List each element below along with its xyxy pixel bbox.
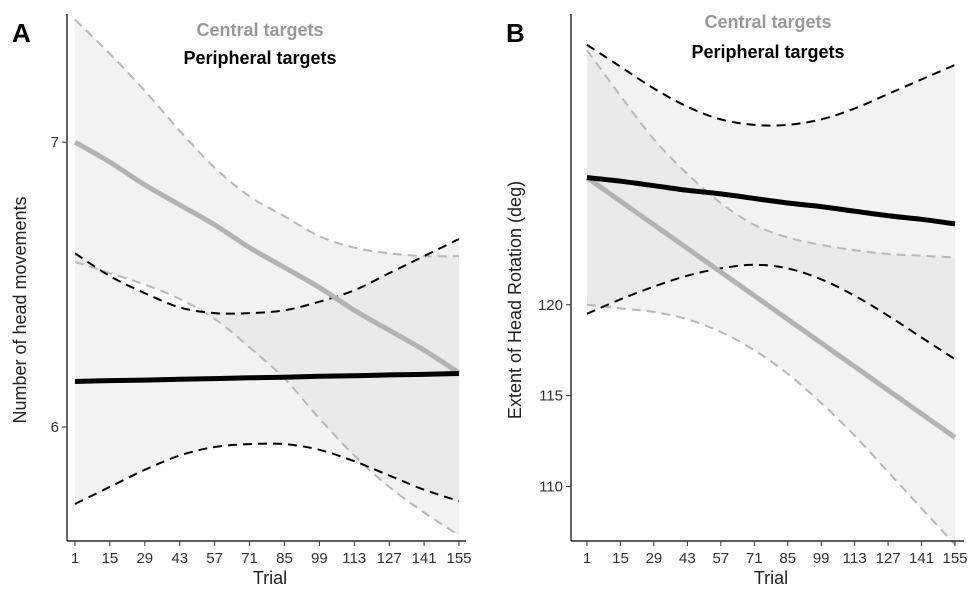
ci-lower-central-a <box>74 260 460 537</box>
x-tick-label: 141 <box>412 550 437 567</box>
ci-layer-a <box>74 18 460 537</box>
panel-label-b: B <box>506 18 525 48</box>
x-tick-label: 99 <box>813 550 830 567</box>
ci-upper-central-b <box>586 49 956 259</box>
y-tick-label: 6 <box>51 419 59 436</box>
ci-layer-b <box>586 44 956 546</box>
y-tick-label: 110 <box>539 478 563 495</box>
x-tick-label: 1 <box>71 550 79 567</box>
fit-line-peripheral-a <box>74 371 460 384</box>
ci-upper-peripheral-a <box>74 238 460 315</box>
x-tick-label: 113 <box>843 550 867 567</box>
x-tick-label: 141 <box>909 550 934 567</box>
legend-central-a: Central targets <box>196 20 323 40</box>
legend-peripheral-a: Peripheral targets <box>183 48 336 68</box>
y-tick-label: 120 <box>538 297 563 314</box>
y-tick-label: 115 <box>539 388 563 405</box>
ci-lower-central-b <box>586 303 956 546</box>
y-ticks-a: 67 <box>51 134 67 436</box>
x-tick-label: 127 <box>876 550 901 567</box>
x-tick-label: 99 <box>311 550 328 567</box>
ci-lower-peripheral-b <box>586 263 956 361</box>
x-tick-label: 127 <box>377 550 402 567</box>
x-tick-label: 155 <box>446 550 471 567</box>
x-tick-label: 113 <box>342 550 366 567</box>
x-axis-title-a: Trial <box>253 568 287 588</box>
panel-label-a: A <box>12 18 31 48</box>
panel-a: 1 15 29 43 57 71 85 99 113 127 141 155 67 A Central… <box>10 14 472 588</box>
legend-central-b: Central targets <box>704 12 831 32</box>
fit-line-central-a <box>73 140 461 375</box>
x-tick-label: 43 <box>679 550 696 567</box>
ci-upper-peripheral-b <box>586 44 956 127</box>
y-axis-title-b: Extent of Head Rotation (deg) <box>505 181 525 419</box>
y-ticks-b: 110 115 120 <box>538 297 571 495</box>
x-tick-label: 155 <box>942 550 967 567</box>
x-tick-label: 15 <box>102 550 119 567</box>
x-tick-label: 1 <box>583 550 591 567</box>
ci-ribbon-central-a <box>75 19 459 536</box>
x-tick-label: 71 <box>241 550 258 567</box>
ribbon-layer-b <box>587 44 955 545</box>
x-tick-label: 57 <box>206 550 223 567</box>
fit-line-central-b <box>585 175 957 440</box>
fit-layer-a <box>73 140 461 384</box>
x-tick-label: 29 <box>646 550 663 567</box>
x-tick-label: 15 <box>612 550 629 567</box>
ci-ribbon-central-b <box>587 50 955 545</box>
legend-peripheral-b: Peripheral targets <box>691 42 844 62</box>
x-ticks-b: 1 15 29 43 57 71 85 99 113 127 141 155 <box>583 541 968 567</box>
x-tick-label: 71 <box>746 550 763 567</box>
x-tick-label: 29 <box>136 550 153 567</box>
fit-layer-b <box>585 175 957 440</box>
ribbon-layer-a <box>75 19 459 536</box>
x-tick-label: 85 <box>779 550 796 567</box>
x-axis-title-b: Trial <box>754 568 788 588</box>
x-tick-label: 85 <box>276 550 293 567</box>
fit-line-peripheral-b <box>586 175 956 227</box>
y-tick-label: 7 <box>51 134 59 151</box>
ci-upper-central-a <box>74 18 460 258</box>
x-tick-label: 57 <box>712 550 729 567</box>
y-axis-title-a: Number of head movements <box>10 196 30 423</box>
x-tick-label: 43 <box>171 550 188 567</box>
ci-lower-peripheral-a <box>74 442 460 505</box>
x-ticks-a: 1 15 29 43 57 71 85 99 113 127 141 155 <box>71 541 472 567</box>
